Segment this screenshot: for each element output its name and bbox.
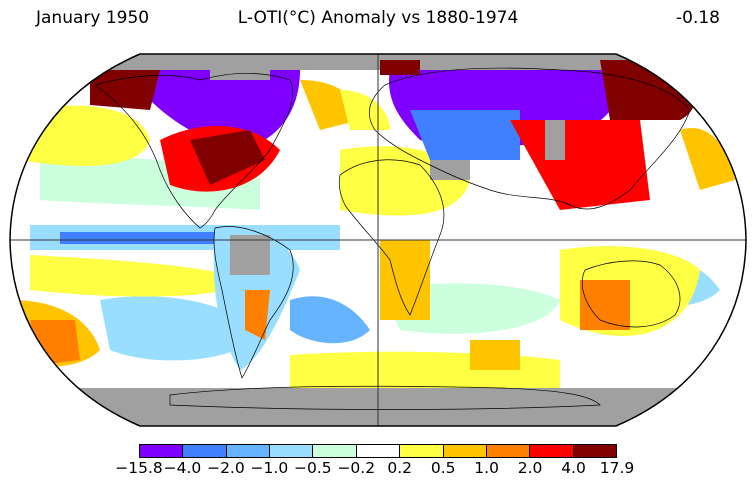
southern-ocean-hot: [470, 340, 520, 370]
colorbar-tick-label: 17.9: [599, 459, 635, 477]
sahara-missing: [430, 160, 470, 180]
colorbar-segment: [486, 445, 531, 457]
colorbar-segment: [270, 445, 314, 457]
northwest-pacific-warm: [680, 128, 735, 190]
date-label: January 1950: [36, 8, 150, 28]
scandinavia-hot: [380, 60, 420, 75]
arctic-canada-missing: [210, 60, 270, 80]
alaska-hot: [90, 70, 160, 110]
north-pacific-warm: [20, 105, 150, 166]
colorbar: [139, 444, 617, 458]
global-mean-value: -0.18: [676, 8, 720, 28]
east-siberia-hot: [600, 60, 695, 120]
argentina-warm: [245, 290, 270, 340]
colorbar-tick-label: 1.0: [474, 459, 499, 477]
colorbar-segment: [183, 445, 227, 457]
colorbar-segment: [226, 445, 271, 457]
anomaly-map: [9, 53, 747, 427]
colorbar-tick-label: −15.8: [115, 459, 163, 477]
coastlines: [94, 67, 691, 410]
colorbar-tick-label: −4.0: [163, 459, 202, 477]
map-title: L-OTI(°C) Anomaly vs 1880-1974: [237, 8, 519, 28]
colorbar-tick-label: −0.5: [293, 459, 332, 477]
colorbar-labels: −15.8 −4.0 −2.0 −1.0 −0.5 −0.2 0.2 0.5 1.0 2.0 4.0…: [115, 459, 634, 481]
colorbar-segment: [573, 445, 616, 457]
eastern-us-hot: [190, 130, 265, 185]
colorbar-tick-label: 2.0: [517, 459, 543, 477]
colorbar-tick-label: 0.2: [387, 459, 413, 477]
colorbar-tick-label: 4.0: [561, 459, 586, 477]
colorbar-segment: [443, 445, 487, 457]
south-pacific-hot: [30, 320, 80, 365]
australia-hot: [580, 280, 630, 330]
globe-outline: [9, 53, 747, 427]
south-atlantic-cool: [290, 296, 370, 344]
amazon-missing: [230, 235, 270, 275]
southern-africa-warm: [380, 240, 430, 320]
south-pacific-warm: [30, 255, 250, 297]
colorbar-tick-label: −2.0: [207, 459, 245, 477]
colorbar-segment: [530, 445, 574, 457]
colorbar-tick-label: 0.5: [430, 459, 456, 477]
colorbar-tick-label: −0.2: [337, 459, 376, 477]
equatorial-pacific-cold: [60, 232, 230, 244]
colorbar-segment: [400, 445, 444, 457]
colorbar-segment: [313, 445, 357, 457]
colorbar-tick-label: −1.0: [250, 459, 289, 477]
himalaya-missing: [545, 120, 565, 160]
central-asia-cold: [410, 110, 520, 160]
colorbar-segment: [356, 445, 401, 457]
colorbar-segment: [140, 445, 184, 457]
